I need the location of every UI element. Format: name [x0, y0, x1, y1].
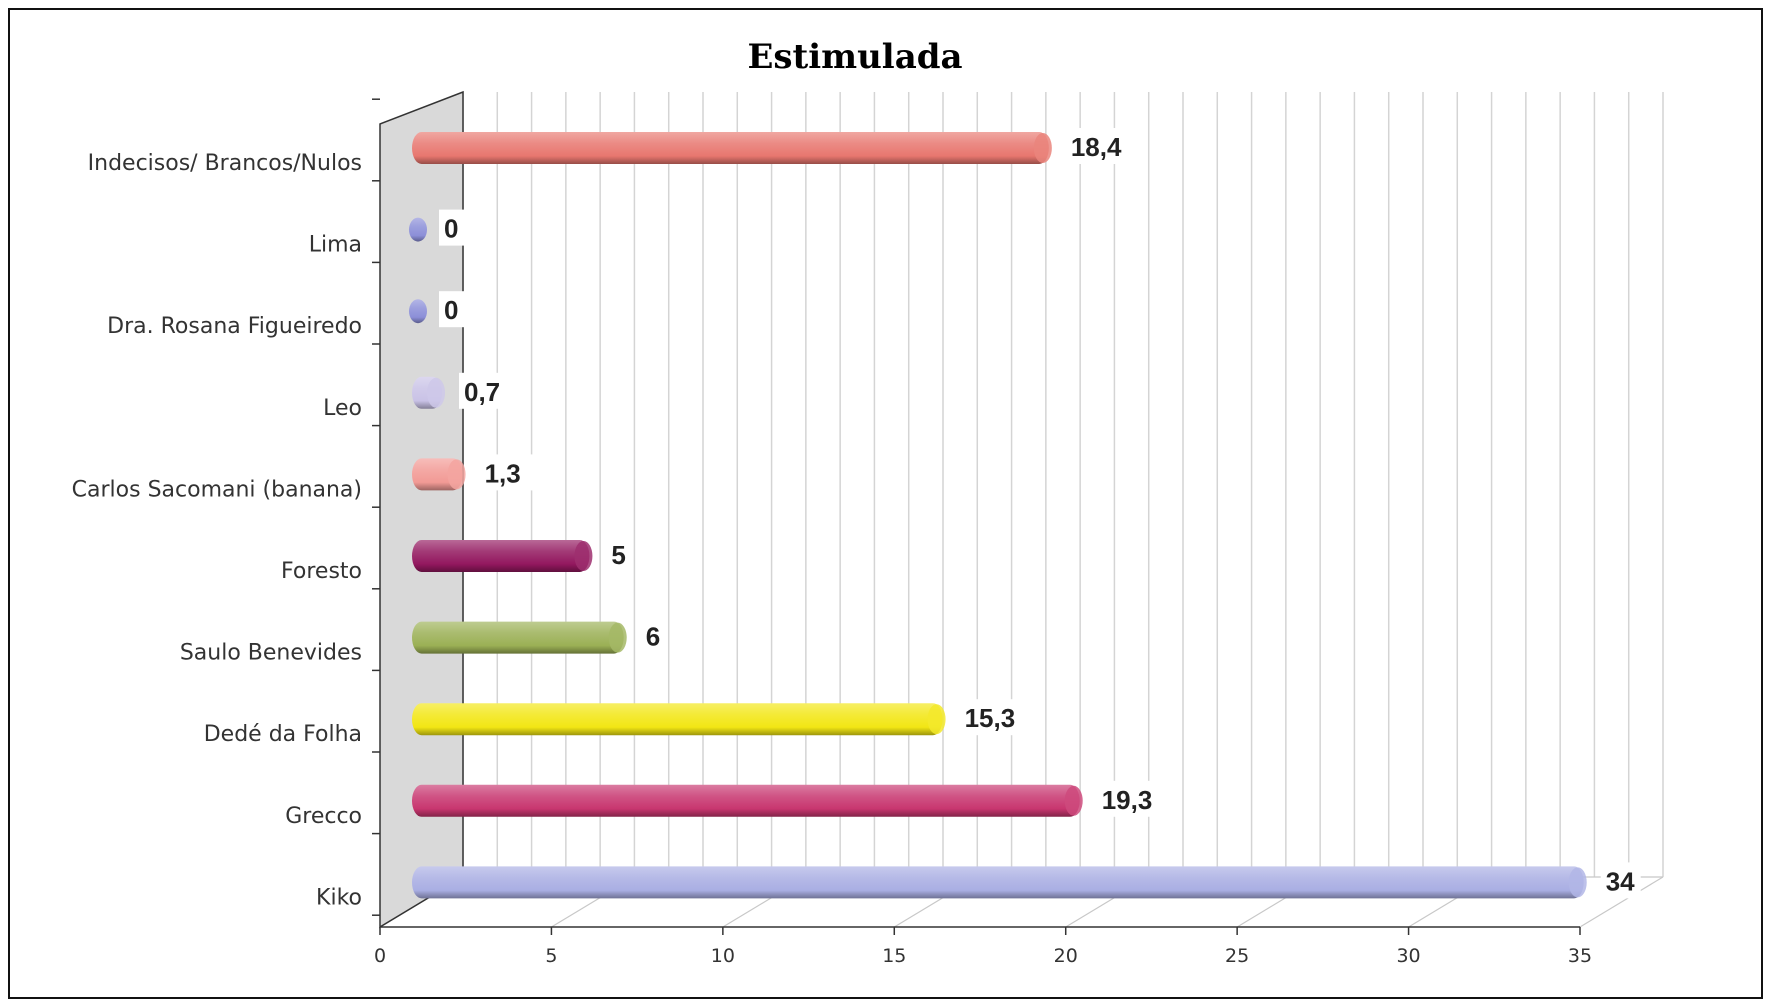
bar-cap — [574, 541, 593, 571]
x-tick-label: 15 — [882, 945, 906, 967]
data-label: 1,3 — [485, 458, 521, 488]
bar — [412, 540, 593, 572]
bar-cap — [1064, 785, 1083, 816]
bar-cap — [427, 377, 445, 408]
bar-cap — [1568, 867, 1587, 898]
data-label-bg — [439, 209, 464, 246]
chart-frame: Estimulada 0 5 10 15 20 25 30 35 Indecisos/ Bra… — [8, 8, 1763, 999]
data-label: 0,7 — [464, 377, 500, 407]
data-label-bg — [606, 536, 632, 572]
category-label: Leo — [323, 396, 362, 421]
category-labels: Indecisos/ Brancos/Nulos Lima Dra. Rosana … — [72, 151, 362, 910]
data-label-bg — [479, 454, 535, 491]
x-tick-label: 20 — [1054, 945, 1078, 967]
category-label: Saulo Benevides — [180, 641, 362, 666]
data-labels: 18,4 0 0 0,7 1,3 5 6 15,3 19,3 34 — [439, 128, 1641, 899]
category-label: Carlos Sacomani (banana) — [72, 477, 362, 502]
bar — [412, 866, 1587, 899]
bar-body — [412, 784, 1080, 817]
bar-body — [412, 132, 1049, 164]
bar — [412, 132, 1052, 164]
category-label: Lima — [309, 233, 362, 258]
bar — [412, 458, 466, 491]
data-label-bg — [459, 372, 514, 409]
category-label: Dedé da Folha — [204, 722, 362, 747]
data-label: 5 — [611, 540, 625, 570]
bar-body — [412, 703, 943, 736]
data-label-bg — [959, 699, 1030, 736]
bar-chart: Estimulada 0 5 10 15 20 25 30 35 Indecisos/ Bra… — [72, 37, 1664, 967]
chart-title: Estimulada — [747, 37, 962, 77]
bar — [412, 784, 1083, 817]
data-label-bg — [1096, 780, 1167, 817]
bar-body — [412, 866, 1584, 899]
bar-cap — [409, 299, 427, 324]
bar — [409, 299, 427, 324]
data-label: 0 — [444, 214, 458, 244]
bars — [409, 132, 1587, 899]
data-label-bg — [1600, 862, 1641, 899]
bar-cap — [1033, 133, 1052, 163]
bar-cap — [927, 704, 946, 735]
floor-line — [1579, 876, 1664, 928]
data-label-bg — [640, 617, 666, 654]
bar-cap — [409, 217, 427, 242]
x-tick-label: 35 — [1568, 945, 1592, 967]
data-label: 15,3 — [965, 703, 1016, 733]
x-axis: 0 5 10 15 20 25 30 35 — [372, 98, 1592, 967]
x-tick-label: 0 — [374, 945, 386, 967]
bar-body — [412, 540, 590, 572]
bar-cap — [447, 459, 466, 490]
x-tick-label: 30 — [1396, 945, 1420, 967]
category-label: Indecisos/ Brancos/Nulos — [88, 151, 362, 176]
category-label: Dra. Rosana Figueiredo — [107, 314, 362, 339]
x-tick-label: 10 — [711, 945, 735, 967]
bar — [412, 376, 445, 409]
bar-body — [412, 621, 624, 654]
data-label: 6 — [646, 622, 660, 652]
x-tick-label: 25 — [1225, 945, 1249, 967]
data-label-bg — [1065, 128, 1136, 164]
category-label: Foresto — [281, 559, 362, 584]
bar — [409, 217, 427, 242]
data-label-bg — [439, 291, 464, 328]
x-tick-label: 5 — [545, 945, 557, 967]
data-label: 18,4 — [1071, 132, 1122, 162]
bar — [412, 621, 627, 654]
data-label: 19,3 — [1102, 785, 1153, 815]
data-label: 34 — [1606, 866, 1635, 896]
bar-cap — [608, 622, 627, 653]
bar — [412, 703, 946, 736]
category-label: Grecco — [285, 804, 362, 829]
data-label: 0 — [444, 295, 458, 325]
category-label: Kiko — [316, 885, 362, 910]
